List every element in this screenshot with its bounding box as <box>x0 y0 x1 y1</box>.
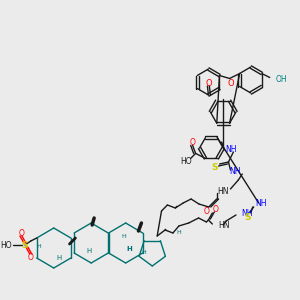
Text: H: H <box>36 244 41 250</box>
Text: OH: OH <box>276 75 287 84</box>
Text: HO: HO <box>180 157 192 166</box>
Text: H: H <box>56 255 61 261</box>
Text: O: O <box>190 138 196 147</box>
Text: O: O <box>212 206 218 214</box>
Text: NH: NH <box>255 200 266 208</box>
Text: NH: NH <box>230 167 241 176</box>
Text: H: H <box>141 250 146 256</box>
Text: O: O <box>204 208 210 217</box>
Text: S: S <box>212 164 218 172</box>
Text: HO: HO <box>0 241 12 250</box>
Text: O: O <box>205 79 212 88</box>
Text: H: H <box>121 235 126 239</box>
Text: H: H <box>87 248 92 254</box>
Text: H: H <box>127 246 133 252</box>
Text: NH: NH <box>226 146 237 154</box>
Text: O: O <box>19 229 25 238</box>
Text: HN: HN <box>217 187 228 196</box>
Text: NH: NH <box>241 209 252 218</box>
Text: O: O <box>28 253 34 262</box>
Text: S: S <box>22 241 28 250</box>
Text: S: S <box>244 212 251 221</box>
Text: O: O <box>227 79 234 88</box>
Text: HN: HN <box>218 221 230 230</box>
Text: H: H <box>176 230 181 236</box>
